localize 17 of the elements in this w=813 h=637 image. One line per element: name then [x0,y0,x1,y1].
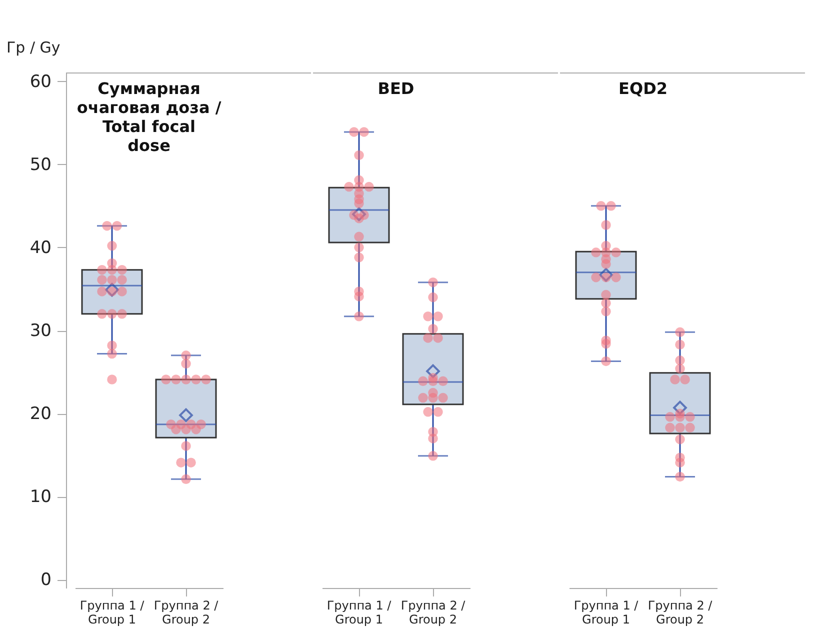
x-tick-label: Группа 1 / Group 1 [326,598,392,626]
x-tick-label: Группа 2 / Group 2 [400,598,466,626]
y-tick-label: 0 [40,570,52,590]
y-tick-label: 60 [30,72,52,92]
y-tick-label: 20 [30,404,52,424]
x-tick-label: Группа 1 / Group 1 [574,598,640,626]
y-tick-label: 40 [30,238,52,258]
y-tick-label: 50 [30,154,52,175]
x-tick-label: Группа 1 / Group 1 [80,598,146,626]
x-tick-label: Группа 2 / Group 2 [648,598,714,626]
x-tick-label: Группа 2 / Group 2 [154,598,220,626]
y-tick-label: 10 [30,487,52,508]
y-axis-title: Гр / Gy [6,38,60,56]
chart-title: EQD2 [618,79,668,98]
y-tick-label: 30 [30,321,52,341]
chart-title: BED [378,79,414,98]
text: Суммарная очаговая доза / Total focal dose [76,79,222,155]
